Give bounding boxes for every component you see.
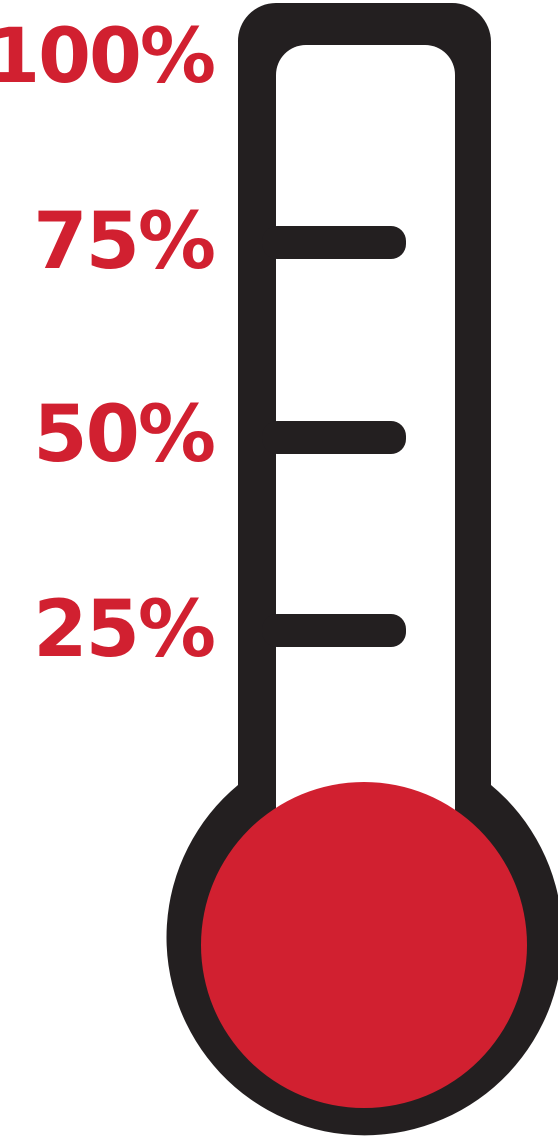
scale-label-50: 50% bbox=[33, 390, 214, 480]
scale-label-75: 75% bbox=[33, 197, 214, 287]
tick-25 bbox=[262, 614, 406, 647]
scale-label-25: 25% bbox=[33, 585, 214, 675]
scale-ticks bbox=[262, 226, 406, 647]
tick-75 bbox=[262, 226, 406, 259]
scale-label-100: 100% bbox=[0, 11, 214, 100]
mercury-bulb bbox=[201, 782, 527, 1108]
scale-labels: 100% 75% 50% 25% bbox=[0, 11, 216, 675]
tick-50 bbox=[262, 421, 406, 454]
